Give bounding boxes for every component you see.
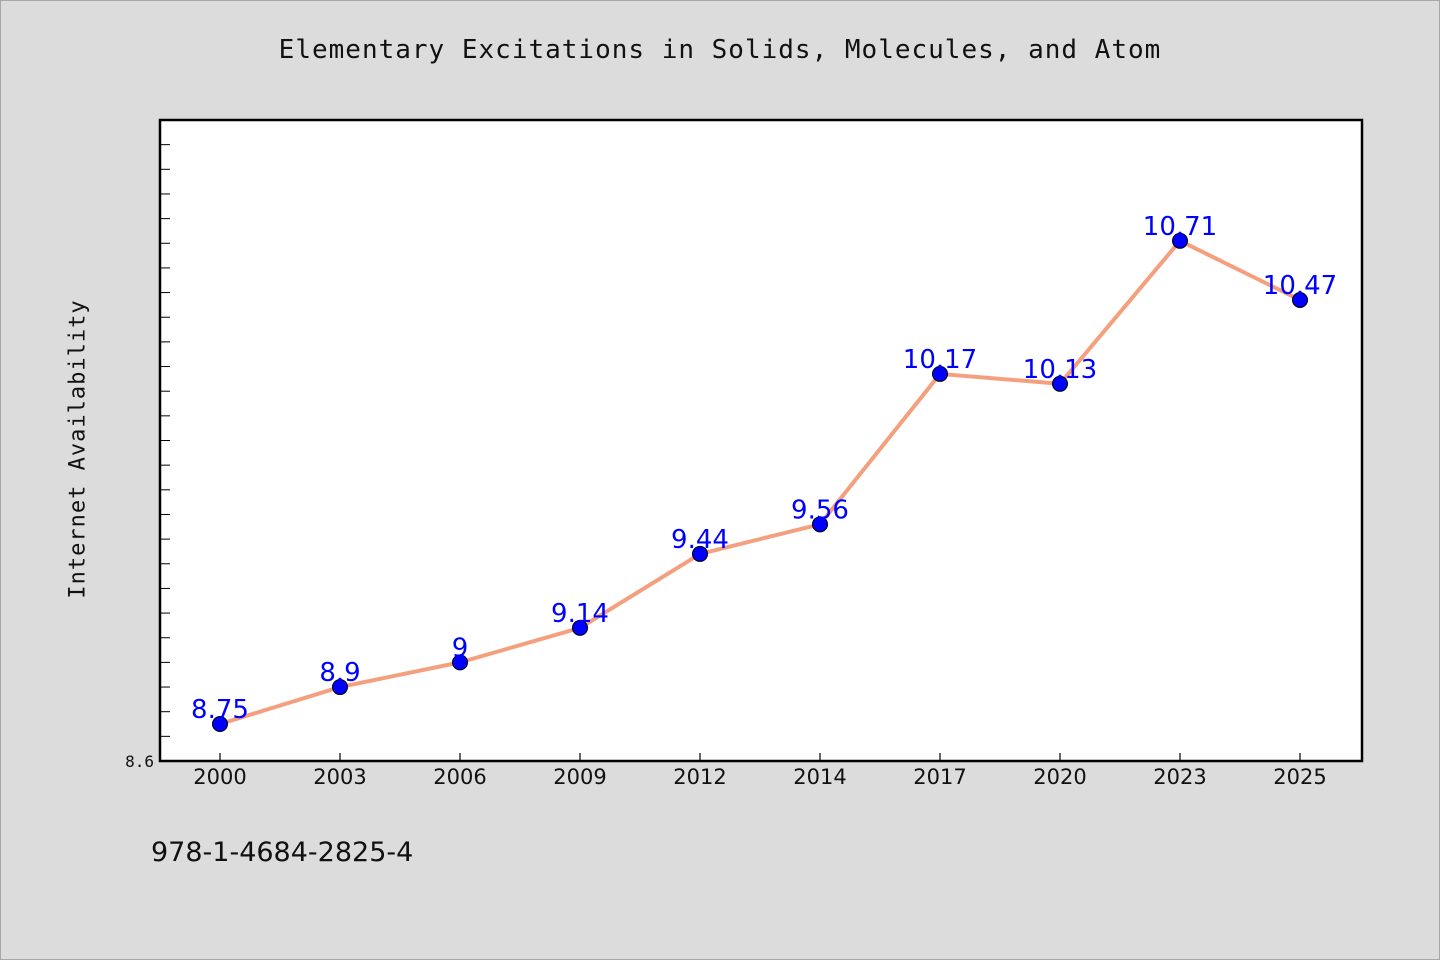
data-label: 10.47 xyxy=(1263,271,1337,301)
x-tick-label: 2006 xyxy=(433,765,486,789)
x-tick-label: 2023 xyxy=(1153,765,1206,789)
data-point xyxy=(212,716,228,733)
y-tick-label: 8.6 xyxy=(125,752,154,771)
data-point xyxy=(452,654,468,671)
x-tick-label: 2009 xyxy=(553,765,606,789)
data-label: 10.13 xyxy=(1023,355,1097,385)
data-label: 10.71 xyxy=(1143,212,1217,242)
x-tick-label: 2003 xyxy=(313,765,366,789)
x-tick-label: 2000 xyxy=(193,765,246,789)
data-label: 9.56 xyxy=(791,495,849,525)
x-tick-label: 2020 xyxy=(1033,765,1086,789)
x-tick-label: 2012 xyxy=(673,765,726,789)
data-point xyxy=(692,545,708,562)
data-label: 9 xyxy=(452,633,469,663)
data-point xyxy=(332,679,348,696)
x-tick-label: 2014 xyxy=(793,765,846,789)
data-label: 8.75 xyxy=(191,695,249,725)
x-tick-label: 2017 xyxy=(913,765,966,789)
data-label: 8.9 xyxy=(319,658,360,688)
data-point xyxy=(1292,291,1308,308)
data-label: 9.44 xyxy=(671,525,729,555)
chart-title: Elementary Excitations in Solids, Molecu… xyxy=(278,35,1162,65)
data-label: 10.17 xyxy=(903,345,977,375)
data-point xyxy=(932,365,948,382)
series-line xyxy=(218,238,1302,727)
data-point xyxy=(812,516,828,533)
isbn-text: 978-1-4684-2825-4 xyxy=(151,837,414,868)
x-tick-label: 2025 xyxy=(1273,765,1326,789)
plot-frame xyxy=(158,118,1364,763)
data-point xyxy=(1172,232,1188,249)
data-label: 9.14 xyxy=(551,599,609,629)
data-point xyxy=(572,619,588,636)
data-point xyxy=(1052,375,1068,392)
